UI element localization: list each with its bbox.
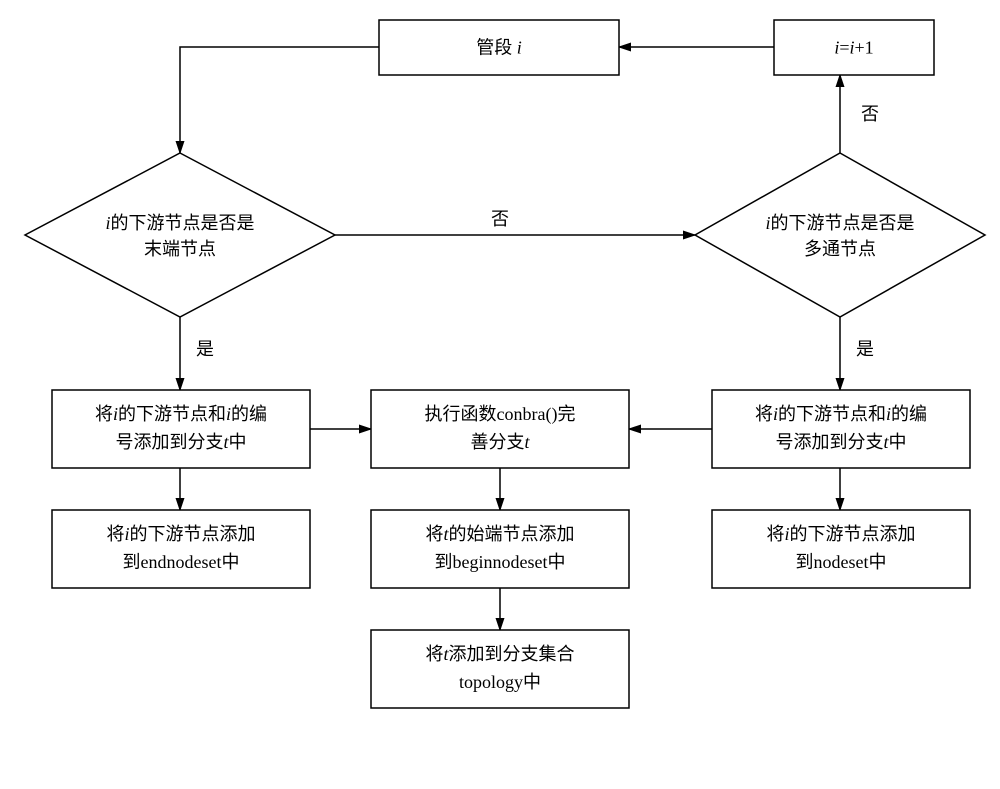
edge-label: 是 (196, 339, 214, 359)
node-label: 到nodeset中 (796, 552, 887, 572)
node-label: 到endnodeset中 (123, 552, 240, 572)
flow-edge (180, 47, 379, 153)
decision-multi-node (695, 153, 985, 317)
node-label: 管段 i (476, 38, 522, 58)
decision-end-node (25, 153, 335, 317)
node-topology (371, 630, 629, 708)
node-label: 将t的始端节点添加 (425, 524, 574, 544)
edge-label: 是 (856, 339, 874, 359)
node-label: 号添加到分支t中 (115, 432, 246, 452)
edge-label: 否 (491, 209, 509, 229)
node-label: 号添加到分支t中 (775, 432, 906, 452)
node-label: topology中 (459, 672, 541, 692)
node-label: 将i的下游节点和i的编 (95, 404, 267, 424)
node-label: 将i的下游节点添加 (766, 524, 915, 544)
node-label: 将t添加到分支集合 (425, 644, 574, 664)
node-label: i的下游节点是否是 (105, 213, 254, 233)
node-label: i的下游节点是否是 (765, 213, 914, 233)
node-beginnodeset (371, 510, 629, 588)
node-nodeset (712, 510, 970, 588)
node-label: 将i的下游节点添加 (106, 524, 255, 544)
node-conbra (371, 390, 629, 468)
node-left-add-branch (52, 390, 310, 468)
node-label: i=i+1 (834, 38, 873, 58)
node-label: 将i的下游节点和i的编 (755, 404, 927, 424)
node-label: 到beginnodeset中 (435, 552, 566, 572)
node-right-add-branch (712, 390, 970, 468)
node-label: 末端节点 (144, 239, 216, 259)
node-endnodeset (52, 510, 310, 588)
node-label: 执行函数conbra()完 (425, 404, 576, 425)
edge-label: 否 (861, 104, 879, 124)
flowchart-canvas: 否是否是管段 ii=i+1i的下游节点是否是末端节点i的下游节点是否是多通节点将… (0, 0, 1000, 789)
node-label: 善分支t (470, 432, 530, 452)
node-label: 多通节点 (804, 239, 876, 259)
